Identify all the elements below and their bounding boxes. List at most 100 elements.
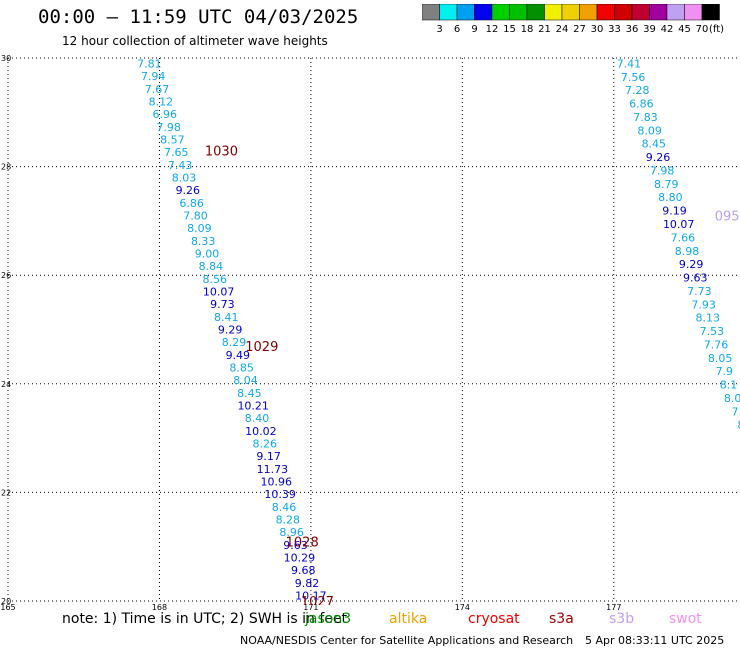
pass-time-label: 1029 bbox=[245, 340, 278, 355]
legend-label: 12 bbox=[486, 24, 499, 35]
footer-timestamp: 5 Apr 08:33:11 UTC 2025 bbox=[585, 634, 725, 647]
legend-label: 27 bbox=[573, 24, 586, 35]
wave-height-label: 9.63 bbox=[283, 539, 308, 552]
footer-credit: NOAA/NESDIS Center for Satellite Applica… bbox=[240, 634, 574, 647]
wave-height-label: 8.98 bbox=[675, 245, 700, 258]
y-tick-label: 26 bbox=[1, 271, 11, 280]
wave-height-label: 7.98 bbox=[650, 164, 675, 177]
note-line: note: 1) Time is in UTC; 2) SWH is in fe… bbox=[62, 611, 740, 629]
wave-height-label: 7.73 bbox=[687, 285, 712, 298]
legend-label: 24 bbox=[556, 24, 569, 35]
legend-label: 70 bbox=[696, 24, 709, 35]
legend-label: 9 bbox=[471, 24, 477, 35]
wave-height-label: 10.07 bbox=[663, 218, 695, 231]
wave-height-label: 9.82 bbox=[295, 577, 320, 590]
legend-label: 36 bbox=[626, 24, 639, 35]
wave-height-label: 6.86 bbox=[629, 98, 654, 111]
wave-height-label: 7.93 bbox=[691, 298, 716, 311]
wave-height-label: 11.73 bbox=[257, 463, 289, 476]
wave-height-label: 9.68 bbox=[291, 564, 316, 577]
wave-height-label: 10.02 bbox=[245, 425, 277, 438]
wave-height-label: 9.29 bbox=[679, 258, 704, 271]
legend-label: 6 bbox=[454, 24, 460, 35]
wave-height-label: 7.83 bbox=[633, 111, 658, 124]
wave-height-label: 7.28 bbox=[625, 84, 650, 97]
wave-height-label: 10.29 bbox=[284, 552, 316, 565]
wave-height-label: 8.41 bbox=[214, 311, 239, 324]
wave-height-label: 8.96 bbox=[279, 526, 304, 539]
satellite-cryosat: cryosat bbox=[468, 611, 520, 627]
wave-height-label: 8.1 bbox=[720, 379, 738, 392]
wave-height-label: 9.26 bbox=[176, 184, 201, 197]
wave-height-label: 9.63 bbox=[683, 272, 708, 285]
satellite-s3a: s3a bbox=[549, 611, 574, 627]
wave-height-label: 7.43 bbox=[168, 159, 193, 172]
legend-label: 18 bbox=[521, 24, 534, 35]
wave-height-label: 8.0 bbox=[724, 392, 740, 405]
pass-time-label: 1030 bbox=[205, 144, 238, 159]
wave-height-label: 9.29 bbox=[218, 324, 243, 337]
wave-height-label: 7. bbox=[732, 405, 740, 418]
wave-height-label: 8 bbox=[737, 419, 740, 432]
pass-time-label: 095 bbox=[715, 209, 740, 224]
wave-height-label: 8.40 bbox=[245, 412, 270, 425]
wave-height-label: 7.9 bbox=[716, 365, 734, 378]
wave-height-label: 6.96 bbox=[152, 108, 177, 121]
y-tick-label: 22 bbox=[1, 488, 11, 497]
legend-swatch bbox=[701, 4, 720, 21]
wave-height-label: 8.12 bbox=[149, 95, 174, 108]
y-tick-label: 20 bbox=[1, 597, 11, 606]
page-title: 00:00 – 11:59 UTC 04/03/2025 bbox=[38, 6, 359, 28]
legend-label: 15 bbox=[503, 24, 516, 35]
legend-label: 21 bbox=[538, 24, 551, 35]
wave-height-label: 8.26 bbox=[252, 438, 277, 451]
wave-height-label: 7.81 bbox=[137, 57, 162, 70]
wave-height-label: 8.33 bbox=[191, 235, 216, 248]
x-tick-label: 174 bbox=[455, 603, 470, 612]
wave-height-label: 8.79 bbox=[654, 178, 679, 191]
legend-label: 39 bbox=[643, 24, 656, 35]
wave-height-label: 10.21 bbox=[237, 400, 269, 413]
satellite-altika: altika bbox=[389, 611, 428, 627]
wave-height-label: 9.17 bbox=[256, 450, 281, 463]
wave-height-label: 6.86 bbox=[179, 197, 204, 210]
wave-height-label: 8.45 bbox=[237, 387, 262, 400]
legend-label: 33 bbox=[608, 24, 621, 35]
wave-height-label: 9.73 bbox=[210, 298, 235, 311]
wave-height-label: 7.41 bbox=[617, 57, 642, 70]
satellite-jason3: jason3 bbox=[305, 611, 352, 627]
wave-height-label: 7.76 bbox=[704, 338, 729, 351]
wave-height-label: 8.56 bbox=[202, 273, 227, 286]
wave-height-label: 7.66 bbox=[671, 231, 696, 244]
wave-height-label: 7.56 bbox=[621, 71, 646, 84]
x-tick-label: 177 bbox=[606, 603, 621, 612]
wave-height-label: 8.45 bbox=[642, 138, 667, 151]
wave-height-label: 8.28 bbox=[276, 514, 301, 527]
wave-height-label: 7.65 bbox=[164, 146, 189, 159]
legend-unit: (ft) bbox=[709, 24, 724, 35]
wave-height-label: 8.05 bbox=[708, 352, 733, 365]
wave-height-label: 7.53 bbox=[700, 325, 725, 338]
wave-height-label: 7.67 bbox=[145, 83, 170, 96]
y-tick-label: 24 bbox=[1, 380, 11, 389]
wave-height-label: 8.80 bbox=[658, 191, 683, 204]
legend-label: 3 bbox=[436, 24, 442, 35]
page-subtitle: 12 hour collection of altimeter wave hei… bbox=[62, 34, 328, 48]
legend-label: 30 bbox=[591, 24, 604, 35]
wave-height-label: 8.57 bbox=[160, 133, 185, 146]
wave-height-label: 8.04 bbox=[233, 374, 258, 387]
wave-height-label: 8.13 bbox=[695, 312, 720, 325]
wave-height-label: 10.39 bbox=[264, 488, 296, 501]
satellite-s3b: s3b bbox=[609, 611, 635, 627]
wave-height-label: 7.80 bbox=[183, 209, 208, 222]
color-legend: 3 6 9 12 15 18 21 24 27 30 33 36 39 42 45 70 (ft) bbox=[422, 4, 724, 35]
wave-height-label: 8.29 bbox=[222, 336, 247, 349]
y-tick-label: 28 bbox=[1, 163, 11, 172]
satellite-swot: swot bbox=[669, 611, 702, 627]
wave-height-label: 10.07 bbox=[203, 285, 235, 298]
x-tick-label: 168 bbox=[152, 603, 167, 612]
wave-height-label: 9.00 bbox=[195, 247, 220, 260]
wave-height-label: 8.03 bbox=[172, 171, 197, 184]
wave-height-label: 9.26 bbox=[646, 151, 671, 164]
x-tick-label: 171 bbox=[303, 603, 318, 612]
